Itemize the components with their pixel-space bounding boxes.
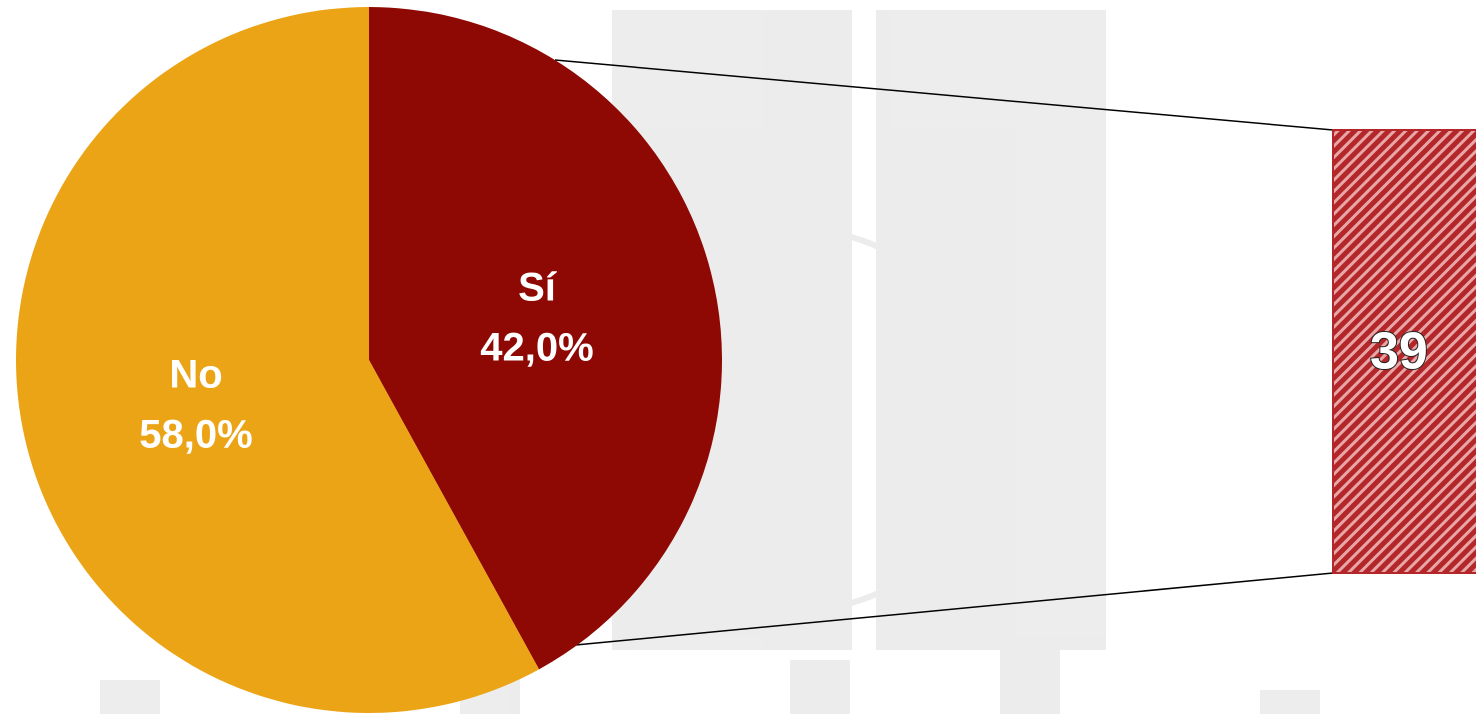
- slice-label: No: [169, 353, 222, 397]
- value-label: 58,0%: [139, 413, 252, 457]
- chart: Sí 42,0% No 58,0% 39: [0, 0, 1476, 714]
- slice-label: Sí: [518, 266, 558, 310]
- value-label: 39: [1370, 323, 1428, 381]
- value-label: 42,0%: [480, 326, 593, 370]
